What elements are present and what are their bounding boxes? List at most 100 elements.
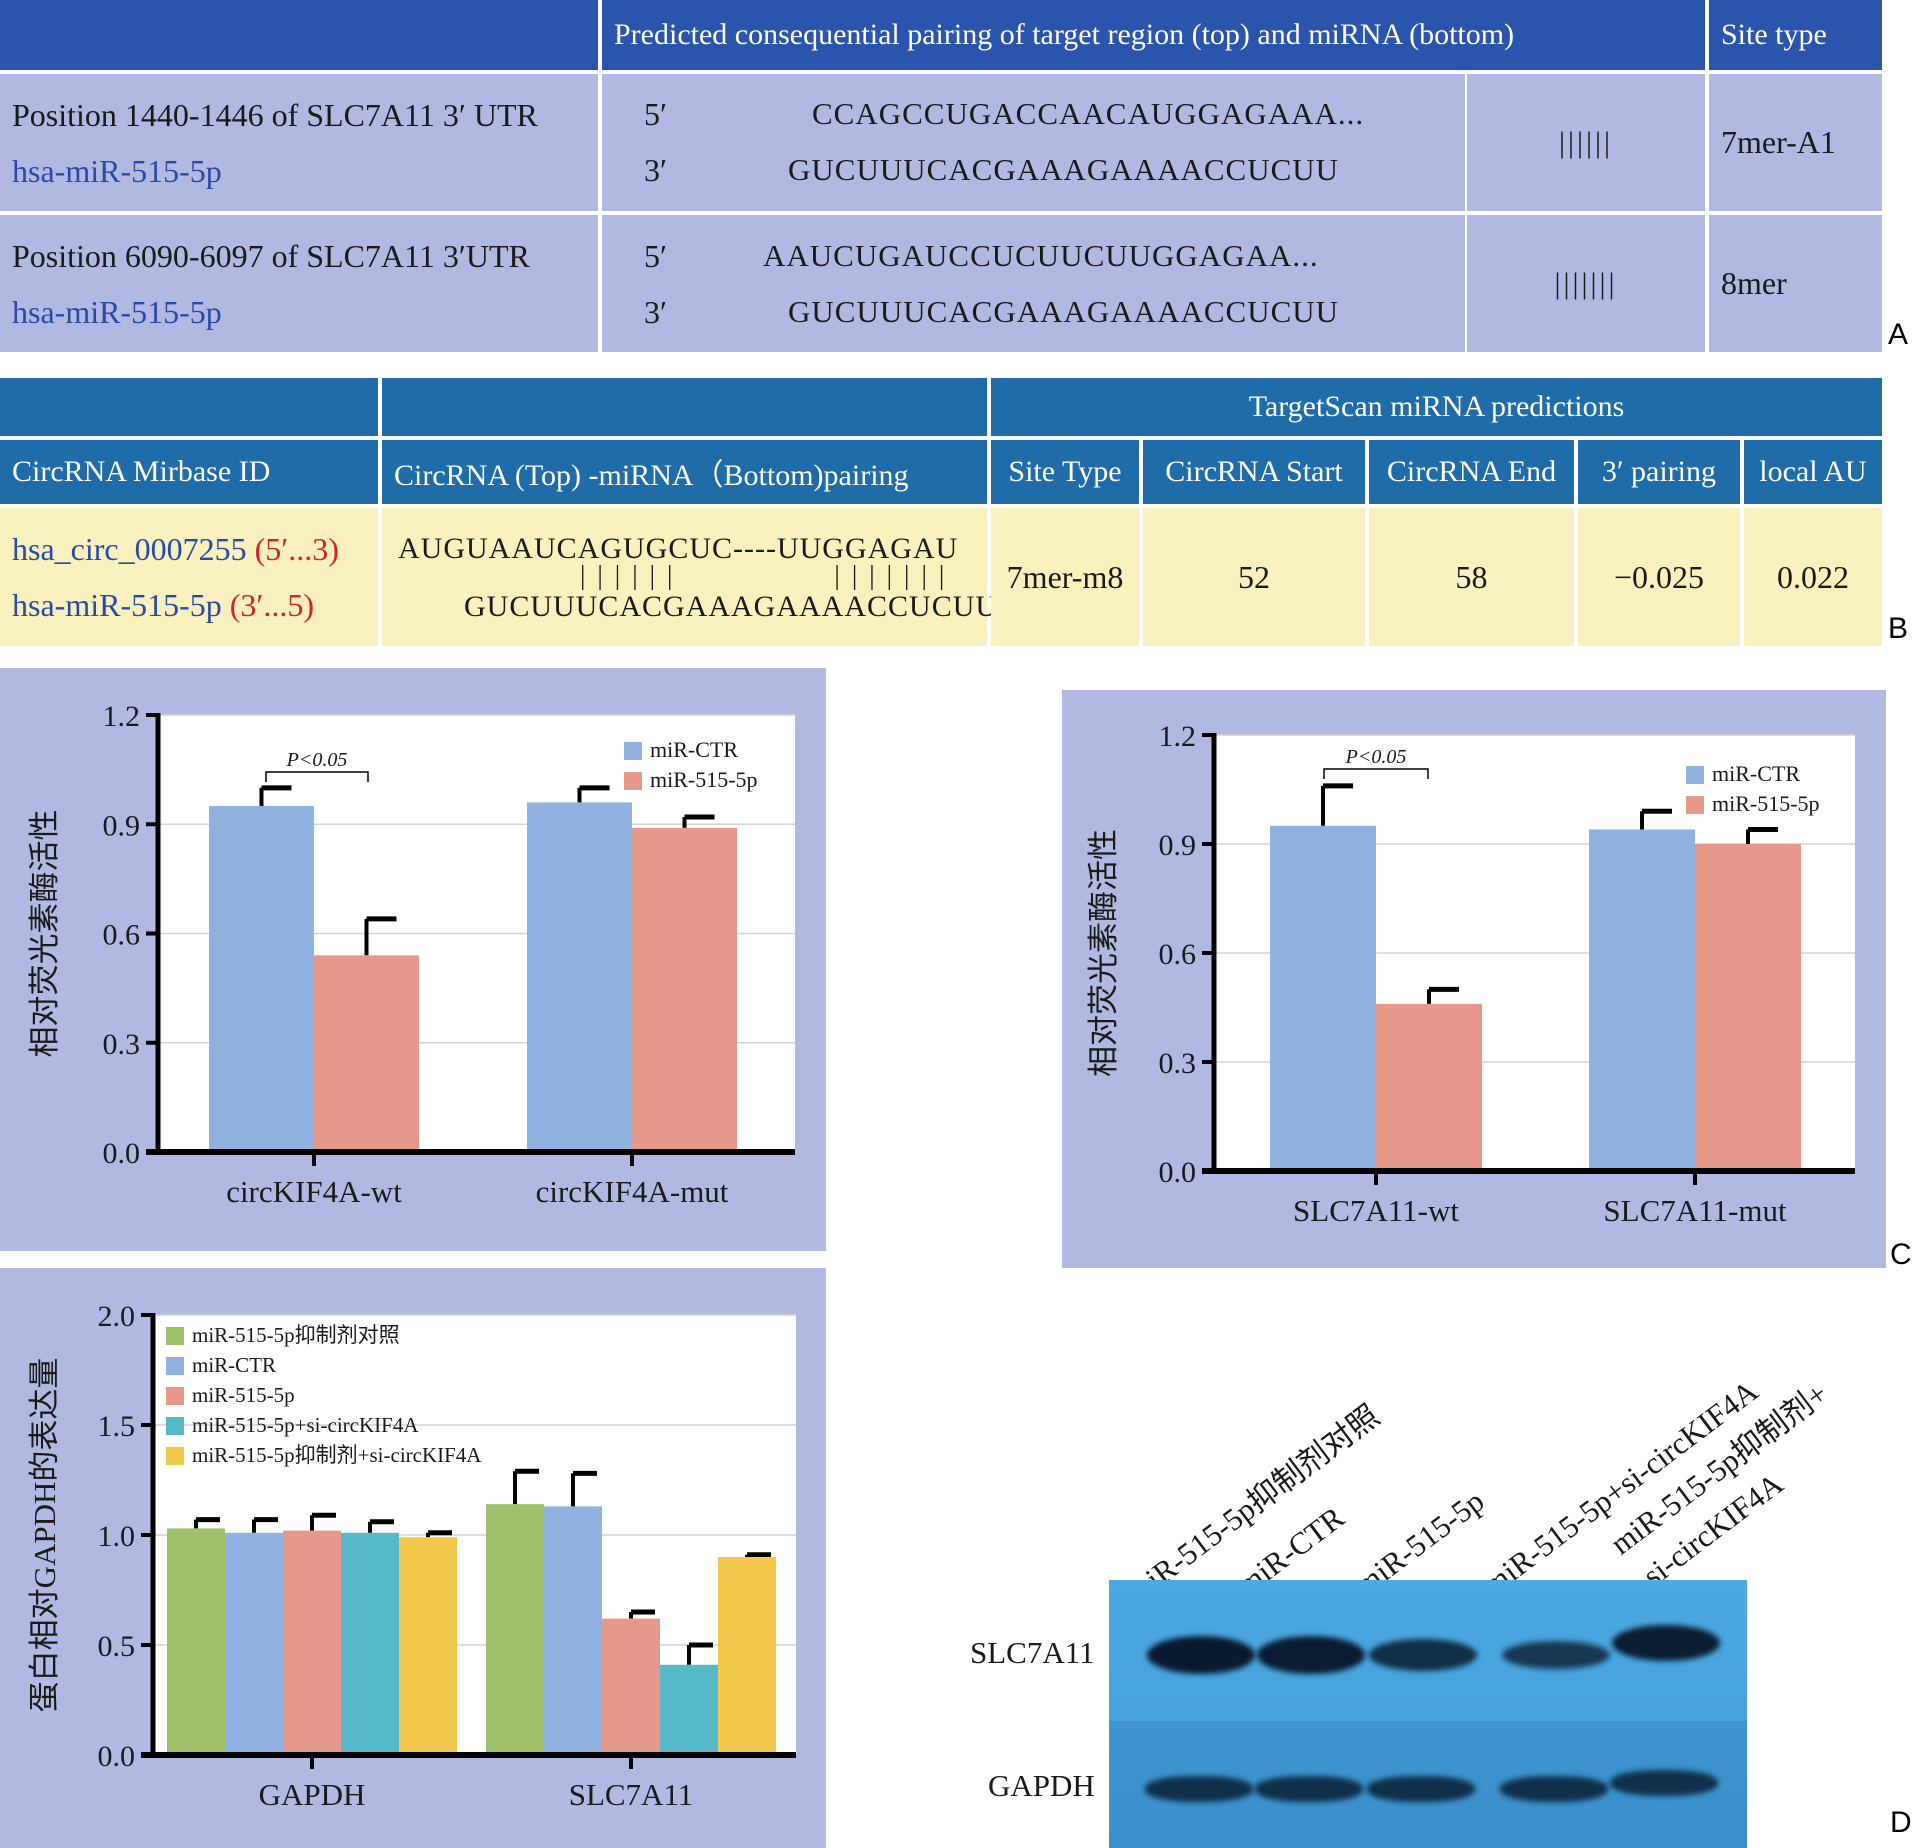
blot-band-gapdh <box>1610 1770 1718 1796</box>
table-b-header-start: CircRNA Start <box>1143 440 1365 504</box>
bar-mir5155p-2 <box>486 1504 544 1755</box>
table-b-header-id: CircRNA Mirbase ID <box>0 440 378 504</box>
table-b-header-site-type: Site Type <box>991 440 1139 504</box>
significance-label: P<0.05 <box>1345 746 1407 768</box>
y-tick-label: 0.0 <box>103 1137 141 1170</box>
significance-bracket <box>1323 768 1429 779</box>
legend-swatch <box>166 1447 184 1465</box>
bar-mirctr-2 <box>527 802 632 1152</box>
blot-band-gapdh <box>1500 1776 1608 1802</box>
table-a-row1-position: Position 1440-1446 of SLC7A11 3′ UTR <box>12 96 538 133</box>
table-b-mirna-dir: (3′...5) <box>229 587 315 623</box>
table-a-row1-bars-cell: |||||| <box>1467 74 1705 211</box>
table-a-row2-end-top: 5′ <box>644 238 667 274</box>
table-b-pairing-cell <box>382 508 987 646</box>
x-tick-label: GAPDH <box>259 1777 366 1812</box>
chart-c2: 0.0 0.3 0.6 0.9 1.2 相对荧光素酶活性 SLC7A11-wt SLC7A11… <box>1086 720 1855 1228</box>
table-b-header-blank1 <box>0 378 378 436</box>
panel-label-d: D <box>1890 1806 1912 1839</box>
table-b-local-au: 0.022 <box>1744 508 1882 646</box>
bar-mir5155p-1 <box>1376 1003 1482 1171</box>
table-b-group-header: TargetScan miRNA predictions <box>991 378 1882 436</box>
table-a-row2-site: 8mer <box>1709 215 1882 352</box>
bar-mir5155p-2 <box>632 827 737 1152</box>
bar-mir5155p-2 <box>602 1618 660 1755</box>
legend-swatch <box>166 1417 184 1435</box>
table-a-header-site: Site type <box>1709 0 1882 70</box>
y-tick-label: 0.3 <box>103 1028 141 1061</box>
y-axis-label: 相对荧光素酶活性 <box>27 810 62 1058</box>
table-a-row1-seq-top: CCAGCCUGACCAACAUGGAGAAA... <box>812 96 1365 131</box>
table-a-row2-pairing <box>602 215 1465 352</box>
table-b-header-blank2 <box>382 378 987 436</box>
table-b-seq-bottom: GUCUUUCACGAAAGAAAACCUCUU <box>464 590 999 623</box>
y-tick-label: 0.9 <box>103 809 141 842</box>
table-a-row1-bars: |||||| <box>1558 125 1614 159</box>
bar-mir5155psicirckif4a-2 <box>660 1664 718 1755</box>
y-tick-label: 0.9 <box>1159 829 1197 862</box>
table-a-row1-seq-bottom: GUCUUUCACGAAAGAAAACCUCUU <box>788 152 1340 187</box>
table-b-header-3pairing: 3′ pairing <box>1578 440 1740 504</box>
panel-label-c: C <box>1890 1238 1912 1271</box>
y-axis-label: 蛋白相对GAPDH的表达量 <box>27 1358 62 1713</box>
table-a-row2-mirna: hsa-miR-515-5p <box>12 293 222 330</box>
y-tick-label: 1.5 <box>98 1410 136 1443</box>
table-a-row1-end-top: 5′ <box>644 96 667 132</box>
table-a-row1-pairing <box>602 74 1465 211</box>
y-tick-label: 2.0 <box>98 1300 136 1333</box>
bar-mirctr-1 <box>225 1532 283 1755</box>
x-tick-label: circKIF4A-wt <box>226 1174 402 1209</box>
legend-label: miR-CTR <box>1712 761 1800 786</box>
blot-band-slc7a11 <box>1257 1636 1365 1674</box>
legend-label: miR-515-5p抑制剂对照 <box>192 1323 400 1347</box>
table-a-row2-bars: ||||||| <box>1554 266 1618 300</box>
table-a-row2-seq-bottom: GUCUUUCACGAAAGAAAACCUCUU <box>788 294 1340 329</box>
legend-swatch <box>624 742 642 760</box>
legend-label: miR-CTR <box>650 737 738 762</box>
chart-d: 0.0 0.5 1.0 1.5 2.0 蛋白相对GAPDH的表达量 GAPDH SLC7A11… <box>27 1300 796 1812</box>
table-b-seq-top: AUGUAAUCAGUGCUC----UUGGAGAU <box>398 532 959 565</box>
table-a-header-empty <box>0 0 598 70</box>
table-a-row1-end-bottom: 3′ <box>644 152 667 188</box>
blot-band-slc7a11 <box>1147 1636 1255 1674</box>
significance-bracket <box>265 771 369 782</box>
legend-swatch <box>166 1327 184 1345</box>
legend-swatch <box>166 1387 184 1405</box>
legend-swatch <box>1686 796 1704 814</box>
legend-label: miR-515-5p <box>650 767 758 792</box>
bar-mir5155psicirckif4a-2 <box>718 1557 776 1755</box>
significance-label: P<0.05 <box>286 749 348 771</box>
bar-mirctr-1 <box>209 806 314 1152</box>
table-a-row1-site: 7mer-A1 <box>1709 74 1882 211</box>
table-b-header-local-au: local AU <box>1744 440 1882 504</box>
table-b-end: 58 <box>1369 508 1574 646</box>
y-tick-label: 0.3 <box>1159 1047 1197 1080</box>
bar-mir5155p-1 <box>283 1530 341 1755</box>
x-tick-label: SLC7A11 <box>569 1777 694 1812</box>
legend-label: miR-515-5p <box>1712 791 1820 816</box>
bar-mir5155psicirckif4a-1 <box>341 1532 399 1755</box>
legend-label: miR-515-5p <box>192 1383 295 1407</box>
bar-mirctr-1 <box>1270 825 1376 1171</box>
table-b-site-type: 7mer-m8 <box>991 508 1139 646</box>
table-a-row1-mirna: hsa-miR-515-5p <box>12 152 222 189</box>
bar-mir5155p-1 <box>314 955 419 1152</box>
y-tick-label: 0.0 <box>98 1740 136 1773</box>
legend-label: miR-515-5p+si-circKIF4A <box>192 1413 419 1437</box>
y-axis-label: 相对荧光素酶活性 <box>1086 829 1121 1077</box>
y-tick-label: 0.6 <box>1159 938 1197 971</box>
y-tick-label: 0.5 <box>98 1630 136 1663</box>
y-tick-label: 1.0 <box>98 1520 136 1553</box>
x-tick-label: SLC7A11-mut <box>1603 1193 1787 1228</box>
y-tick-label: 1.2 <box>103 700 141 733</box>
table-a-header-pairing: Predicted consequential pairing of targe… <box>602 0 1705 70</box>
table-b-start: 52 <box>1143 508 1365 646</box>
table-b-circ-id: hsa_circ_0007255 <box>12 531 247 567</box>
panel-label-b: B <box>1888 612 1909 645</box>
table-b-circ-dir: (5′...3) <box>254 531 339 567</box>
y-tick-label: 0.0 <box>1159 1156 1197 1189</box>
legend-swatch <box>624 772 642 790</box>
legend-swatch <box>166 1357 184 1375</box>
panel-label-a: A <box>1888 318 1909 351</box>
table-a-row2-target: Position 6090-6097 of SLC7A11 3′UTR hsa-… <box>0 215 598 352</box>
